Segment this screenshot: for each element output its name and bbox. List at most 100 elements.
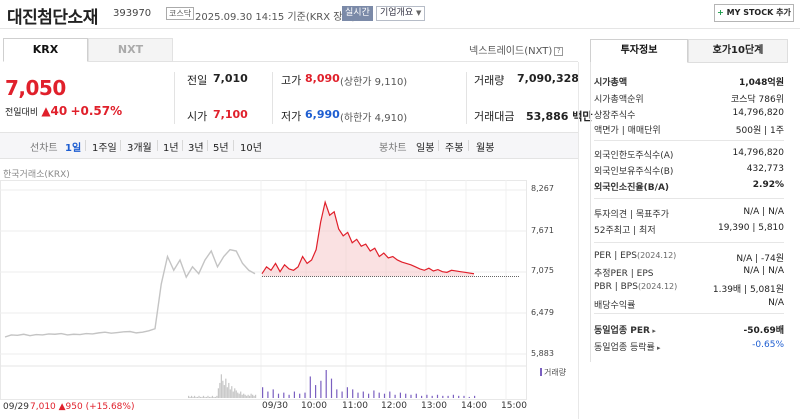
info-row-value: 2.92%	[752, 180, 784, 190]
tab-investment-info[interactable]: 투자정보	[590, 39, 688, 63]
info-row-value: 14,796,820	[732, 148, 784, 158]
info-row-label: 투자의견 | 목표주가	[594, 207, 669, 220]
info-row: 시가총액순위 코스닥 786위	[594, 90, 784, 106]
info-row-label-text: 외국인보유주식수(B)	[594, 167, 674, 177]
info-row: 외국인보유주식수(B) 432,773	[594, 162, 784, 178]
info-row: 상장주식수 14,796,820	[594, 106, 784, 122]
info-row-label-text: 투자의견 | 목표주가	[594, 210, 669, 220]
volume-bar	[214, 396, 216, 398]
help-icon[interactable]: ?	[554, 47, 564, 56]
volume-bar	[399, 392, 401, 398]
volume-bar	[198, 395, 200, 398]
period-1d[interactable]: 1일	[65, 143, 82, 154]
info-row-label: 외국인소진율(B/A)	[594, 180, 669, 193]
header-divider	[0, 28, 800, 29]
volume-value: 7,090,328	[517, 72, 579, 85]
tab-krx[interactable]: KRX	[3, 38, 88, 62]
volume-bar	[253, 395, 255, 398]
info-row-value: N/A | -74원	[736, 254, 784, 264]
volume-bar	[415, 393, 417, 398]
info-row-label-text: 시가총액순위	[594, 95, 644, 105]
quote-datetime: 2025.09.30 14:15 기준(KRX 장중)	[195, 12, 356, 23]
period-3m[interactable]: 3개월	[127, 143, 152, 154]
volume-bar	[222, 380, 224, 398]
info-row-value: N/A	[768, 298, 784, 308]
period-sep	[120, 140, 121, 151]
info-row-label: 동일업종 PER ▸	[594, 323, 656, 336]
info-row-label: 52주최고 | 최저	[594, 223, 656, 236]
period-1y[interactable]: 1년	[163, 143, 179, 154]
period-10y[interactable]: 10년	[240, 143, 262, 154]
tab-nxt[interactable]: NXT	[88, 38, 173, 62]
caret-right-icon[interactable]: ▸	[649, 327, 656, 335]
info-row-label-text: 상장주식수	[594, 111, 636, 121]
info-row-label: 동일업종 등락률 ▸	[594, 340, 661, 353]
info-row-label: 상장주식수	[594, 108, 635, 121]
volume-bar	[217, 388, 219, 398]
period-bar	[0, 133, 578, 158]
candle-daily[interactable]: 일봉	[416, 143, 435, 154]
change-label: 전일대비	[5, 108, 39, 118]
info-row: 동일업종 PER ▸ -50.69배	[594, 321, 784, 337]
info-row-label-text: 52주최고 | 최저	[594, 226, 656, 236]
volume-bar	[336, 389, 338, 398]
volume-bar	[235, 390, 237, 398]
y-tick-label: 7,075	[531, 266, 554, 275]
volume-bar	[243, 393, 245, 398]
volume-bar	[229, 389, 231, 398]
y-tick-label: 7,671	[531, 226, 554, 235]
candle-monthly[interactable]: 월봉	[476, 143, 495, 154]
volume-bar	[368, 393, 370, 398]
info-row: 외국인한도주식수(A) 14,796,820	[594, 146, 784, 162]
volume-bar	[208, 396, 211, 398]
change-percent: +0.57%	[70, 104, 123, 118]
volume-legend: 거래량	[540, 367, 566, 378]
add-mystock-button[interactable]: + MY STOCK 추가	[714, 4, 794, 22]
volume-bar	[190, 395, 193, 398]
caret-right-icon[interactable]: ▸	[654, 344, 661, 352]
intraday-price-chart[interactable]	[0, 180, 578, 400]
volume-bar	[202, 395, 205, 398]
nextrade-link[interactable]: 넥스트레이드(NXT)?	[469, 42, 564, 57]
tab-candle-chart[interactable]: 봉차트	[379, 143, 407, 154]
period-3y[interactable]: 3년	[188, 143, 204, 154]
period-5y[interactable]: 5년	[213, 143, 229, 154]
realtime-badge[interactable]: 실시간	[342, 6, 373, 21]
volume-bar	[255, 394, 257, 398]
volume-bar	[231, 386, 233, 398]
chevron-down-icon: ▼	[416, 9, 422, 17]
prev-close-label: 전일	[187, 74, 208, 87]
info-row-value: -0.65%	[752, 340, 784, 350]
open-label: 시가	[187, 110, 208, 123]
company-overview-label: 기업개요	[380, 8, 414, 18]
info-row-value: -50.69배	[743, 326, 784, 336]
volume-bar	[193, 395, 196, 398]
prev-day-line	[4, 248, 256, 338]
volume-bar	[192, 396, 194, 398]
company-overview-select[interactable]: 기업개요 ▼	[376, 6, 426, 21]
volume-bar	[283, 392, 285, 398]
info-row-value: 코스닥 786위	[730, 95, 784, 105]
tab-orderbook-10[interactable]: 호가10단계	[688, 39, 788, 63]
volume-bar	[325, 370, 327, 398]
volume-bar	[272, 389, 274, 398]
high-value: 8,090	[305, 72, 340, 85]
candle-weekly[interactable]: 주봉	[445, 143, 464, 154]
info-row-label: 시가총액순위	[594, 92, 644, 105]
volume-bar	[247, 394, 249, 398]
volume-bar	[241, 394, 243, 398]
volume-bar	[199, 396, 202, 398]
volume-bar	[468, 396, 470, 398]
period-1w[interactable]: 1주일	[92, 143, 117, 154]
info-row-label-text: 추정PER | EPS	[594, 269, 654, 279]
volume-bar	[252, 394, 254, 398]
volume-bar	[436, 394, 439, 398]
volume-bar	[426, 394, 428, 398]
volume-bar	[293, 391, 295, 398]
volume-bar	[249, 395, 251, 398]
info-row-label-text: 배당수익률	[594, 301, 636, 311]
tab-line-chart[interactable]: 선차트	[30, 143, 58, 154]
x-tick-label: 13:00	[421, 401, 447, 411]
change-amount: ▲40	[41, 104, 68, 118]
volume-bar	[244, 394, 246, 398]
